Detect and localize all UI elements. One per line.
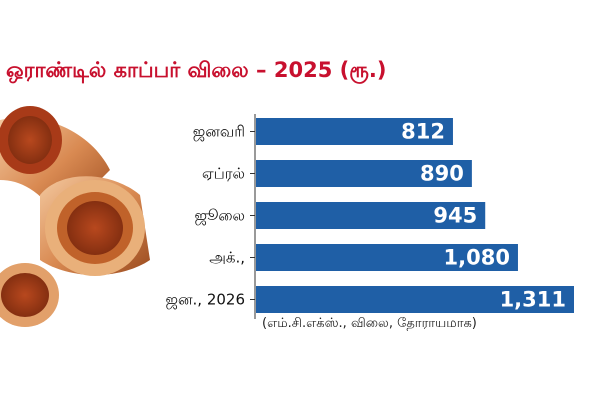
category-label: ஜூலை [194, 207, 245, 226]
chart-title: ஒராண்டில் காப்பர் விலை – 2025 (ரூ.) [6, 58, 387, 82]
value-label: 945 [433, 204, 477, 228]
category-label: ஜன., 2026 [165, 291, 245, 310]
bar-3 [256, 244, 518, 271]
category-label: ஏப்ரல் [202, 165, 245, 183]
category-label: அக்., [209, 249, 245, 267]
value-label: 1,311 [500, 288, 566, 312]
category-label: ஜனவரி [193, 123, 245, 142]
bar-2 [256, 202, 486, 229]
bar-1 [256, 160, 472, 187]
chart-caption: (எம்.சி.எக்ஸ்., விலை, தோராயமாக) [262, 316, 477, 331]
bar-4 [256, 286, 574, 313]
value-label: 1,080 [444, 246, 510, 270]
value-label: 812 [401, 120, 445, 144]
bar-0 [256, 118, 453, 145]
copper-pipes-image [0, 106, 150, 327]
value-label: 890 [420, 162, 464, 186]
